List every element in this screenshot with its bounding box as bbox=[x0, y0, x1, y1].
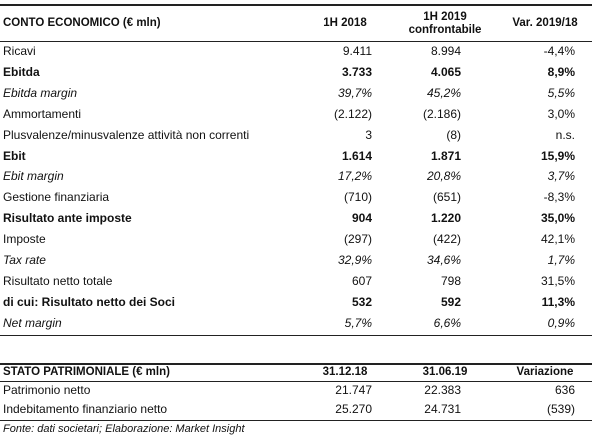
row-value: 904 bbox=[351, 211, 372, 226]
row-value: 6,6% bbox=[433, 315, 461, 330]
header-cell: Variazione bbox=[516, 366, 574, 378]
row-value: 17,2% bbox=[337, 169, 372, 184]
header-cell: 1H 2018 bbox=[323, 17, 367, 29]
row-value: 4.065 bbox=[430, 64, 461, 79]
row-value: 1.614 bbox=[341, 148, 372, 163]
row-value: (422) bbox=[432, 232, 461, 247]
row-value: 1,7% bbox=[547, 253, 575, 267]
row-value: 592 bbox=[440, 294, 461, 309]
row-value: 25.270 bbox=[335, 401, 372, 416]
row-value: 31,5% bbox=[540, 273, 575, 288]
row-value: 607 bbox=[351, 273, 372, 288]
row-value: 34,6% bbox=[426, 253, 461, 267]
header-cell: Var. 2019/18 bbox=[512, 17, 578, 29]
row-label: Ricavi bbox=[3, 44, 36, 58]
header-label: CONTO ECONOMICO (€ mln) bbox=[3, 17, 161, 29]
row-label: Ammortamenti bbox=[3, 106, 82, 121]
rule bbox=[0, 335, 592, 336]
row-label: Ebitda margin bbox=[3, 85, 78, 100]
row-value: (710) bbox=[343, 190, 372, 205]
row-value: 21.747 bbox=[335, 383, 372, 397]
rule bbox=[0, 41, 592, 42]
row-value: (651) bbox=[432, 190, 461, 205]
row-label: Ebit bbox=[3, 148, 26, 163]
row-value: 532 bbox=[351, 294, 372, 309]
row-value: 5,5% bbox=[547, 85, 575, 100]
rule bbox=[0, 4, 592, 6]
row-label: Net margin bbox=[3, 315, 62, 330]
row-value: 1.220 bbox=[430, 211, 461, 226]
row-value: 22.383 bbox=[424, 383, 461, 397]
row-value: 20,8% bbox=[426, 169, 461, 184]
header-cell: 1H 2019 confrontabile bbox=[408, 11, 482, 36]
row-label: Plusvalenze/minusvalenze attività non co… bbox=[3, 127, 250, 142]
row-value: 15,9% bbox=[540, 148, 575, 163]
row-value: -8,3% bbox=[543, 190, 575, 205]
row-value: 798 bbox=[440, 273, 461, 288]
row-value: (539) bbox=[546, 401, 575, 416]
row-label: Tax rate bbox=[3, 253, 46, 267]
footnote: Fonte: dati societari; Elaborazione: Mar… bbox=[3, 423, 245, 435]
row-value: 42,1% bbox=[540, 232, 575, 247]
rule bbox=[0, 381, 592, 382]
row-value: n.s. bbox=[555, 127, 575, 142]
row-value: 39,7% bbox=[337, 85, 372, 100]
row-value: 32,9% bbox=[337, 253, 372, 267]
header-cell: 31.12.18 bbox=[322, 366, 368, 378]
rule bbox=[0, 363, 592, 365]
row-label: Ebitda bbox=[3, 64, 40, 79]
row-value: 35,0% bbox=[540, 211, 575, 226]
row-value: 8.994 bbox=[430, 44, 461, 58]
row-value: 8,9% bbox=[547, 64, 575, 79]
row-label: Gestione finanziaria bbox=[3, 190, 110, 205]
header-cell: 31.06.19 bbox=[422, 366, 468, 378]
row-value: (2.186) bbox=[422, 106, 461, 121]
row-value: (297) bbox=[343, 232, 372, 247]
header-label: STATO PATRIMONIALE (€ mln) bbox=[3, 366, 170, 378]
row-label: Risultato netto totale bbox=[3, 273, 113, 288]
rule bbox=[0, 420, 592, 421]
row-label: Risultato ante imposte bbox=[3, 211, 132, 226]
row-label: Indebitamento finanziario netto bbox=[3, 401, 168, 416]
row-label: Patrimonio netto bbox=[3, 383, 91, 397]
row-value: 9.411 bbox=[342, 44, 372, 58]
row-value: 636 bbox=[554, 383, 575, 397]
row-value: 0,9% bbox=[547, 315, 575, 330]
row-value: 3,0% bbox=[547, 106, 575, 121]
row-value: (8) bbox=[446, 127, 461, 142]
row-label: di cui: Risultato netto dei Soci bbox=[3, 294, 176, 309]
row-label: Ebit margin bbox=[3, 169, 64, 184]
row-value: 3.733 bbox=[341, 64, 372, 79]
row-value: 1.871 bbox=[430, 148, 461, 163]
row-value: 3 bbox=[365, 127, 372, 142]
row-value: 24.731 bbox=[424, 401, 461, 416]
row-value: (2.122) bbox=[333, 106, 372, 121]
row-label: Imposte bbox=[3, 232, 46, 247]
row-value: -4,4% bbox=[543, 44, 575, 58]
row-value: 5,7% bbox=[344, 315, 372, 330]
row-value: 45,2% bbox=[426, 85, 461, 100]
row-value: 11,3% bbox=[541, 294, 575, 309]
row-value: 3,7% bbox=[547, 169, 575, 184]
